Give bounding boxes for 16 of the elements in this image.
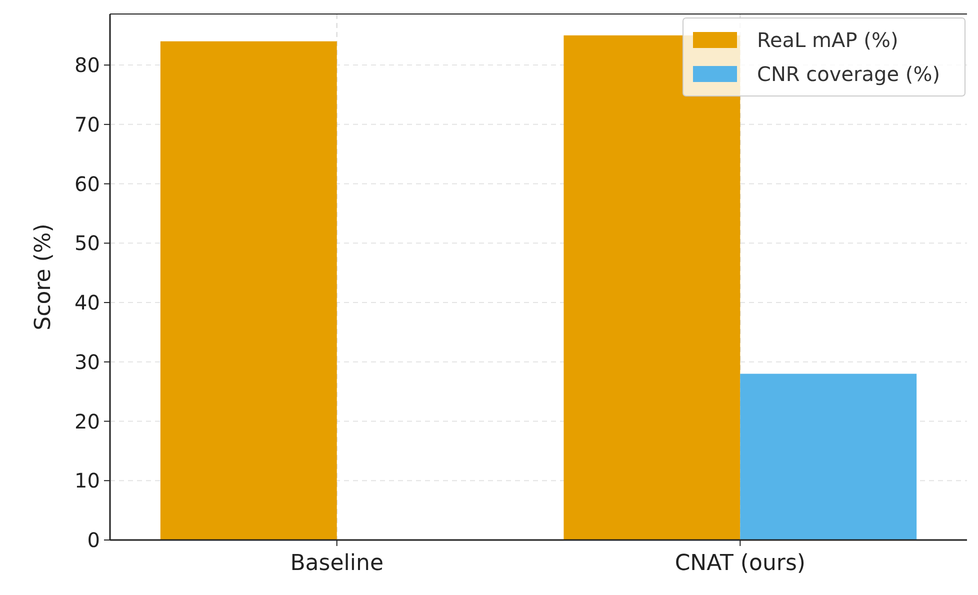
y-axis-title: Score (%) [31,224,56,330]
y-tick-label: 70 [74,112,100,136]
y-tick-label: 60 [74,172,100,196]
y-tick-label: 30 [74,350,100,374]
bar [160,41,337,540]
x-tick-label: CNAT (ours) [674,551,806,576]
x-tick-label: Baseline [290,551,384,576]
y-tick-label: 50 [74,231,100,256]
y-tick-label: 80 [74,53,100,78]
legend-label: ReaL mAP (%) [757,28,898,52]
bar [740,374,917,540]
y-tick-label: 20 [74,409,100,434]
y-tick-label: 10 [74,468,100,493]
y-tick-label: 0 [87,528,100,552]
y-tick-label: 40 [74,290,100,315]
legend-label: CNR coverage (%) [757,62,940,86]
